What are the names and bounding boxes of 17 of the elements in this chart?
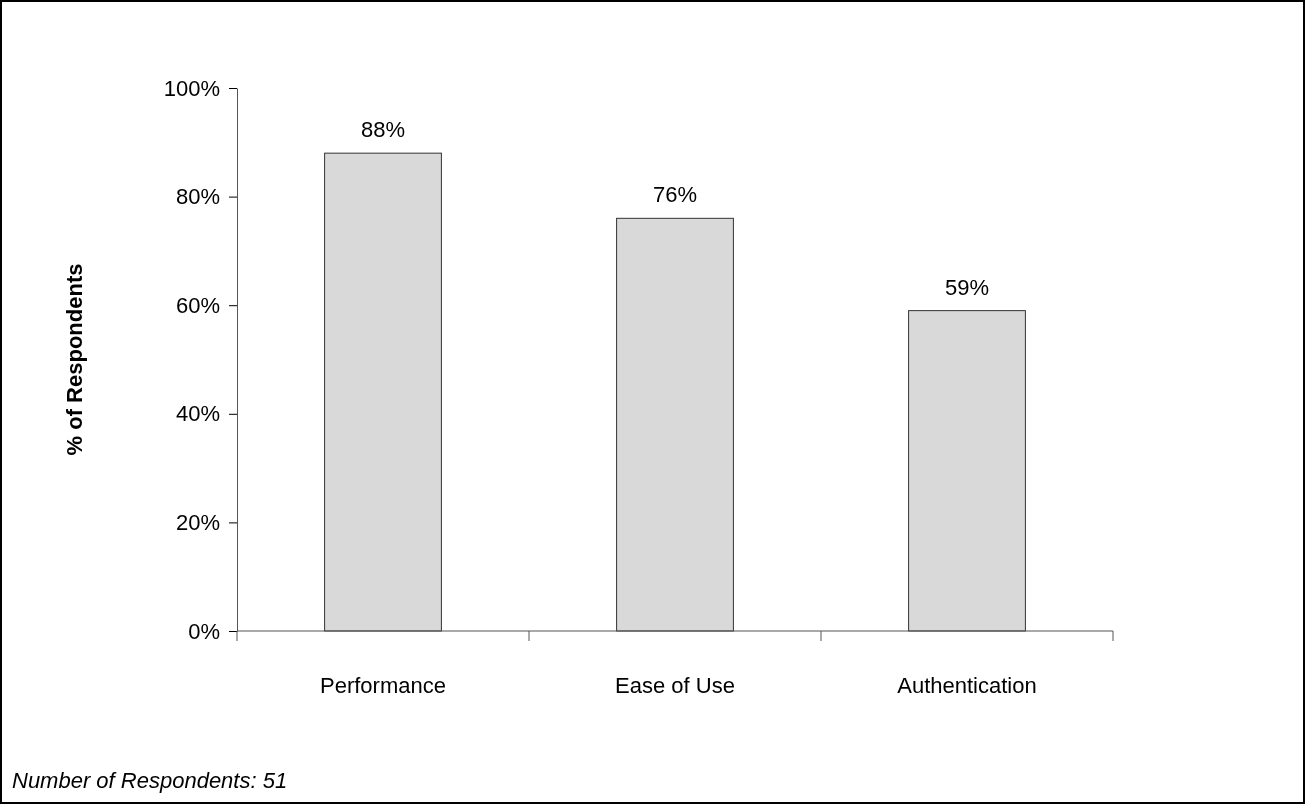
y-tick-label: 100% xyxy=(163,75,220,101)
text: Number of Respondents: 51 xyxy=(12,768,288,793)
y-tick-label: 20% xyxy=(175,509,220,535)
y-tick-label: 80% xyxy=(175,184,220,210)
y-tick-label: 0% xyxy=(188,618,220,644)
y-axis-title: % of Respondents xyxy=(62,263,87,456)
x-tick-label: Ease of Use xyxy=(615,673,735,698)
y-tick-label: 40% xyxy=(175,401,220,427)
data-label: 88% xyxy=(360,117,406,143)
x-tick-label: Performance xyxy=(320,673,446,698)
data-label: 76% xyxy=(652,182,698,208)
bar xyxy=(324,152,442,632)
y-tick-label: 60% xyxy=(175,292,220,318)
bar xyxy=(908,310,1026,632)
bar xyxy=(616,217,734,632)
data-label: 59% xyxy=(944,274,990,300)
x-tick-label: Authentication xyxy=(897,673,1037,698)
